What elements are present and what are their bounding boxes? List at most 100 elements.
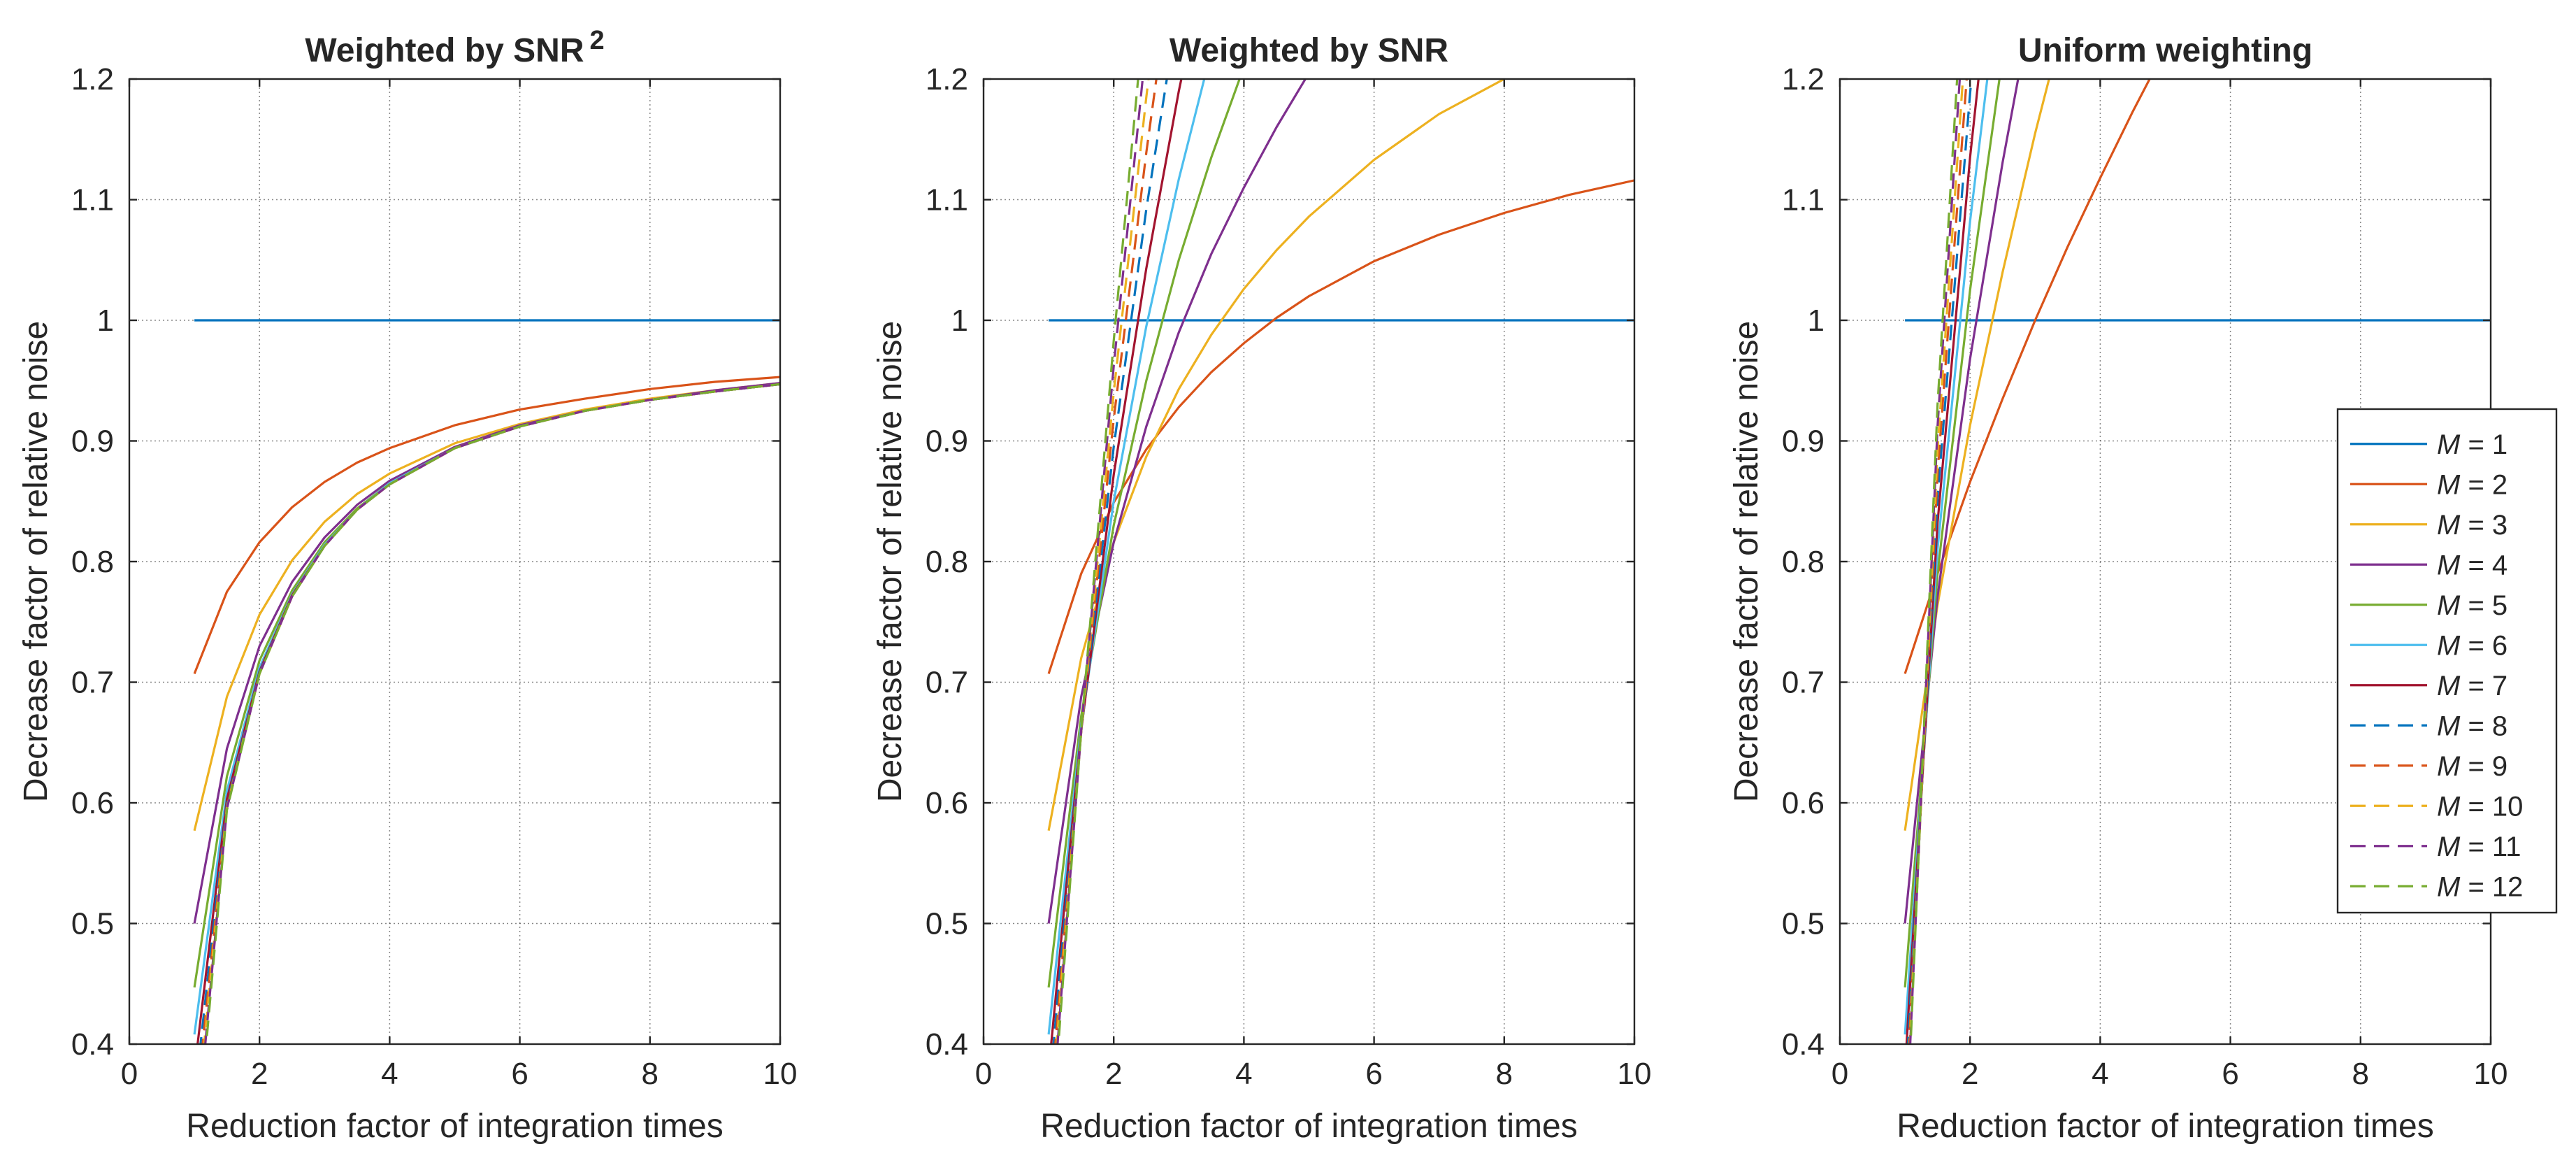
y-axis-label: Decrease factor of relative noise xyxy=(1728,321,1765,802)
panel-1: 0 2 4 6 8 10 0.4 0.5 0.6 0.7 0.8 0.9 1 1.1 1.2 Weighted… xyxy=(17,26,798,1145)
x-tick-label: 4 xyxy=(381,1057,398,1091)
legend-label-value: = 6 xyxy=(2460,630,2507,661)
x-axis-label: Reduction factor of integration times xyxy=(1897,1108,2433,1145)
legend-label-variable: M xyxy=(2437,550,2461,580)
legend-label: M = 12 xyxy=(2437,871,2523,902)
series-line-m3 xyxy=(1047,79,1507,831)
series-group xyxy=(193,319,780,1044)
panel-title: Weighted by SNR xyxy=(1170,32,1448,69)
panel-title: Uniform weighting xyxy=(2018,32,2312,69)
legend-label-variable: M xyxy=(2437,832,2461,862)
series-line-m2 xyxy=(1904,79,2151,674)
y-tick-label: 0.7 xyxy=(926,666,968,700)
legend-label-value: = 1 xyxy=(2460,429,2507,460)
legend-label-variable: M xyxy=(2437,429,2461,460)
x-tick-label: 6 xyxy=(511,1057,528,1091)
legend-item: M = 10 xyxy=(2350,791,2523,822)
panel-title-text: Weighted by SNR xyxy=(305,32,584,69)
series-line-m3 xyxy=(1904,79,2050,831)
y-tick-label: 0.9 xyxy=(926,425,968,459)
y-tick-label: 1.1 xyxy=(926,183,968,217)
legend-label-value: = 7 xyxy=(2460,671,2507,701)
series-line-m6 xyxy=(1904,79,1989,1035)
x-tick-label: 4 xyxy=(2092,1057,2108,1091)
legend-label-value: = 2 xyxy=(2460,469,2507,500)
x-tick-label: 4 xyxy=(1235,1057,1252,1091)
y-tick-label: 0.8 xyxy=(926,545,968,579)
legend-label-value: = 12 xyxy=(2460,871,2523,902)
panel-2: 0 2 4 6 8 10 0.4 0.5 0.6 0.7 0.8 0.9 1 1.1 1.2 Weighted… xyxy=(872,32,1652,1145)
x-tick-label: 2 xyxy=(1105,1057,1122,1091)
legend-label-variable: M xyxy=(2437,510,2461,541)
x-tick-label: 0 xyxy=(121,1057,138,1091)
legend-item: M = 8 xyxy=(2350,711,2507,741)
series-line-m12 xyxy=(205,383,780,1044)
legend-label: M = 3 xyxy=(2437,510,2507,541)
series-line-m5 xyxy=(1047,79,1241,988)
panel-title: Weighted by SNR 2 xyxy=(305,26,604,69)
x-tick-label: 8 xyxy=(1496,1057,1513,1091)
y-tick-label: 1.1 xyxy=(1782,183,1825,217)
y-tick-label: 1 xyxy=(97,304,114,338)
y-tick-label: 0.6 xyxy=(1782,786,1825,820)
legend-label: M = 1 xyxy=(2437,429,2507,460)
x-tick-label: 10 xyxy=(763,1057,798,1091)
legend-label-value: = 11 xyxy=(2460,832,2521,862)
legend-box xyxy=(2336,408,2558,914)
legend-label-value: = 10 xyxy=(2460,791,2523,822)
x-tick-label: 0 xyxy=(1832,1057,1848,1091)
y-tick-label: 0.6 xyxy=(71,786,114,820)
series-line-m6 xyxy=(1047,79,1206,1035)
y-tick-label: 1.2 xyxy=(926,62,968,97)
legend-item: M = 6 xyxy=(2350,630,2507,661)
series-group xyxy=(1047,79,1634,1044)
legend-item: M = 2 xyxy=(2350,469,2507,500)
x-tick-label: 2 xyxy=(251,1057,268,1091)
panel-title-text: Uniform weighting xyxy=(2018,32,2312,69)
y-tick-label: 0.4 xyxy=(71,1027,114,1062)
grid xyxy=(129,79,780,1044)
legend-label: M = 4 xyxy=(2437,550,2507,580)
panel-title-text: Weighted by SNR xyxy=(1170,32,1448,69)
y-tick-label: 0.5 xyxy=(1782,907,1825,941)
y-tick-label: 1 xyxy=(951,304,968,338)
legend-label-variable: M xyxy=(2437,630,2461,661)
legend-label-variable: M xyxy=(2437,469,2461,500)
legend-item: M = 12 xyxy=(2350,871,2523,902)
y-tick-label: 0.8 xyxy=(1782,545,1825,579)
legend-item: M = 9 xyxy=(2350,751,2507,782)
x-tick-label: 10 xyxy=(1618,1057,1652,1091)
legend-item: M = 4 xyxy=(2350,550,2507,580)
legend-label-variable: M xyxy=(2437,671,2461,701)
legend-item: M = 1 xyxy=(2350,429,2507,460)
legend-label-variable: M xyxy=(2437,711,2461,741)
legend-label-value: = 5 xyxy=(2460,590,2507,621)
y-axis-label: Decrease factor of relative noise xyxy=(17,321,55,802)
y-tick-label: 0.9 xyxy=(1782,425,1825,459)
panels: 0 2 4 6 8 100.40.50.60.70.80.911.11.2Weighted… xyxy=(17,26,2507,1145)
legend-label-variable: M xyxy=(2437,751,2461,782)
y-tick-label: 1 xyxy=(1808,304,1825,338)
legend-label-value: = 4 xyxy=(2460,550,2507,580)
legend-label: M = 2 xyxy=(2437,469,2507,500)
legend-item: M = 3 xyxy=(2350,510,2507,541)
y-tick-label: 0.8 xyxy=(71,545,114,579)
x-axis-label: Reduction factor of integration times xyxy=(186,1108,723,1145)
x-tick-label: 8 xyxy=(642,1057,659,1091)
series-line-m7 xyxy=(1905,79,1980,1044)
legend-label-variable: M xyxy=(2437,791,2461,822)
y-axis-label: Decrease factor of relative noise xyxy=(872,321,909,802)
series-line-m2 xyxy=(193,376,780,674)
legend-label-variable: M xyxy=(2437,871,2461,902)
legend-label: M = 11 xyxy=(2437,832,2521,862)
y-tick-label: 0.4 xyxy=(1782,1027,1825,1062)
y-tick-label: 0.4 xyxy=(926,1027,968,1062)
series-line-m2 xyxy=(1047,179,1634,674)
series-line-m5 xyxy=(1904,79,2001,988)
y-tick-label: 1.2 xyxy=(1782,62,1825,97)
legend-label: M = 10 xyxy=(2437,791,2523,822)
series-line-m4 xyxy=(1047,79,1307,924)
legend-label-value: = 9 xyxy=(2460,751,2507,782)
y-tick-label: 0.9 xyxy=(71,425,114,459)
